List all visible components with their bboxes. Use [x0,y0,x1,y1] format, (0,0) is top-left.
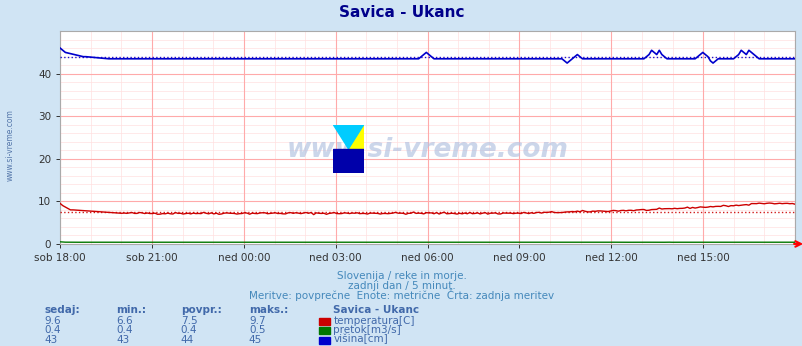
Text: www.si-vreme.com: www.si-vreme.com [286,137,568,163]
Text: 0.4: 0.4 [44,325,61,335]
Text: www.si-vreme.com: www.si-vreme.com [6,109,15,181]
Text: 45: 45 [249,335,262,345]
Text: 43: 43 [44,335,58,345]
Polygon shape [333,125,363,149]
Text: 0.4: 0.4 [116,325,133,335]
Text: sedaj:: sedaj: [44,305,79,315]
Polygon shape [348,125,363,149]
Text: zadnji dan / 5 minut.: zadnji dan / 5 minut. [347,281,455,291]
Text: Savica - Ukanc: Savica - Ukanc [333,305,419,315]
Text: Savica - Ukanc: Savica - Ukanc [338,4,464,20]
Text: 0.4: 0.4 [180,325,197,335]
Text: pretok[m3/s]: pretok[m3/s] [333,325,400,335]
Text: 9.6: 9.6 [44,316,61,326]
Text: Meritve: povprečne  Enote: metrične  Črta: zadnja meritev: Meritve: povprečne Enote: metrične Črta:… [249,289,553,301]
Text: 43: 43 [116,335,130,345]
Text: min.:: min.: [116,305,146,315]
Text: maks.:: maks.: [249,305,288,315]
Text: 6.6: 6.6 [116,316,133,326]
Text: višina[cm]: višina[cm] [333,334,387,345]
Text: povpr.:: povpr.: [180,305,221,315]
Text: 9.7: 9.7 [249,316,265,326]
Polygon shape [333,149,363,173]
Text: Slovenija / reke in morje.: Slovenija / reke in morje. [336,271,466,281]
Text: temperatura[C]: temperatura[C] [333,316,414,326]
Text: 0.5: 0.5 [249,325,265,335]
Text: 44: 44 [180,335,194,345]
Text: 7.5: 7.5 [180,316,197,326]
